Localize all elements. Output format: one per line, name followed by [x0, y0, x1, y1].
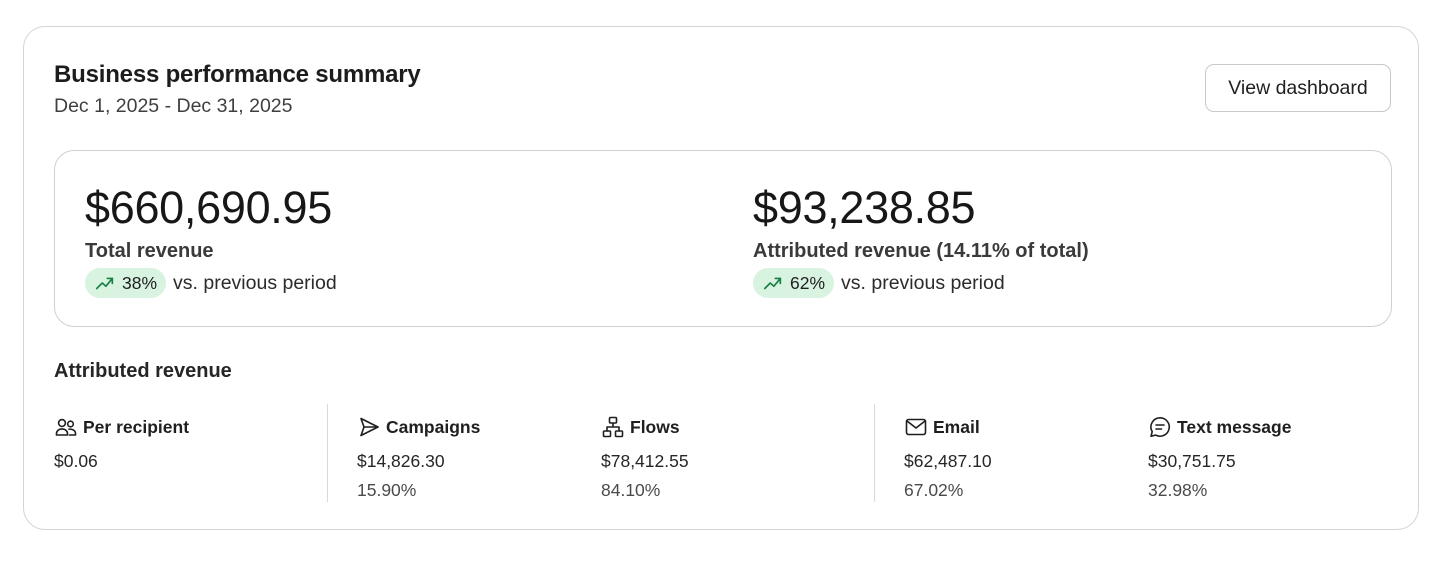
stat-label: Flows	[630, 416, 680, 437]
stat-label: Campaigns	[386, 416, 481, 437]
stat-value: $62,487.10	[904, 451, 992, 471]
attributed-revenue-label: Attributed revenue (14.11% of total)	[753, 240, 1089, 262]
comparison-text: vs. previous period	[173, 271, 337, 294]
stat-per-recipient: Per recipient $0.06	[54, 415, 190, 472]
stat-campaigns: Campaigns $14,826.30 15.90%	[357, 415, 481, 501]
change-badge: 38%	[85, 268, 167, 298]
stat-flows: Flows $78,412.55 84.10%	[601, 415, 689, 501]
change-value: 62%	[790, 272, 826, 293]
stat-percent: 32.98%	[1148, 480, 1208, 500]
comparison-text: vs. previous period	[841, 271, 1005, 294]
stat-label: Per recipient	[83, 416, 190, 437]
stat-value: $30,751.75	[1148, 451, 1236, 471]
revenue-summary-panel: $660,690.95 Total revenue 38% vs. previo…	[54, 150, 1392, 327]
message-icon	[1150, 416, 1171, 437]
stat-label: Email	[933, 416, 980, 437]
stat-label: Text message	[1177, 416, 1292, 437]
stat-email: Email $62,487.10 67.02%	[904, 415, 992, 501]
performance-summary-card: Business performance summary Dec 1, 2025…	[23, 26, 1419, 530]
total-revenue-label: Total revenue	[85, 240, 214, 262]
send-icon	[360, 417, 379, 437]
page-title: Business performance summary	[54, 61, 421, 88]
stat-percent: 67.02%	[904, 480, 964, 500]
date-range: Dec 1, 2025 - Dec 31, 2025	[54, 95, 293, 117]
change-value: 38%	[122, 272, 158, 293]
stat-percent: 15.90%	[357, 480, 417, 500]
divider	[327, 404, 328, 502]
trending-up-icon	[95, 277, 114, 290]
stat-percent: 84.10%	[601, 480, 661, 500]
stat-value: $14,826.30	[357, 451, 445, 471]
divider	[874, 404, 875, 502]
trending-up-icon	[763, 277, 782, 290]
total-revenue-value: $660,690.95	[85, 182, 332, 233]
change-badge: 62%	[753, 268, 835, 298]
attributed-revenue-heading: Attributed revenue	[54, 360, 232, 382]
attributed-revenue-trend: 62% vs. previous period	[753, 268, 1005, 298]
stat-value: $78,412.55	[601, 451, 689, 471]
attributed-revenue-value: $93,238.85	[753, 182, 976, 233]
mail-icon	[905, 418, 927, 436]
stat-value: $0.06	[54, 451, 98, 471]
users-icon	[55, 418, 77, 436]
flow-icon	[602, 416, 624, 438]
total-revenue-trend: 38% vs. previous period	[85, 268, 337, 298]
view-dashboard-button[interactable]: View dashboard	[1205, 64, 1391, 112]
stat-text-message: Text message $30,751.75 32.98%	[1148, 415, 1292, 501]
